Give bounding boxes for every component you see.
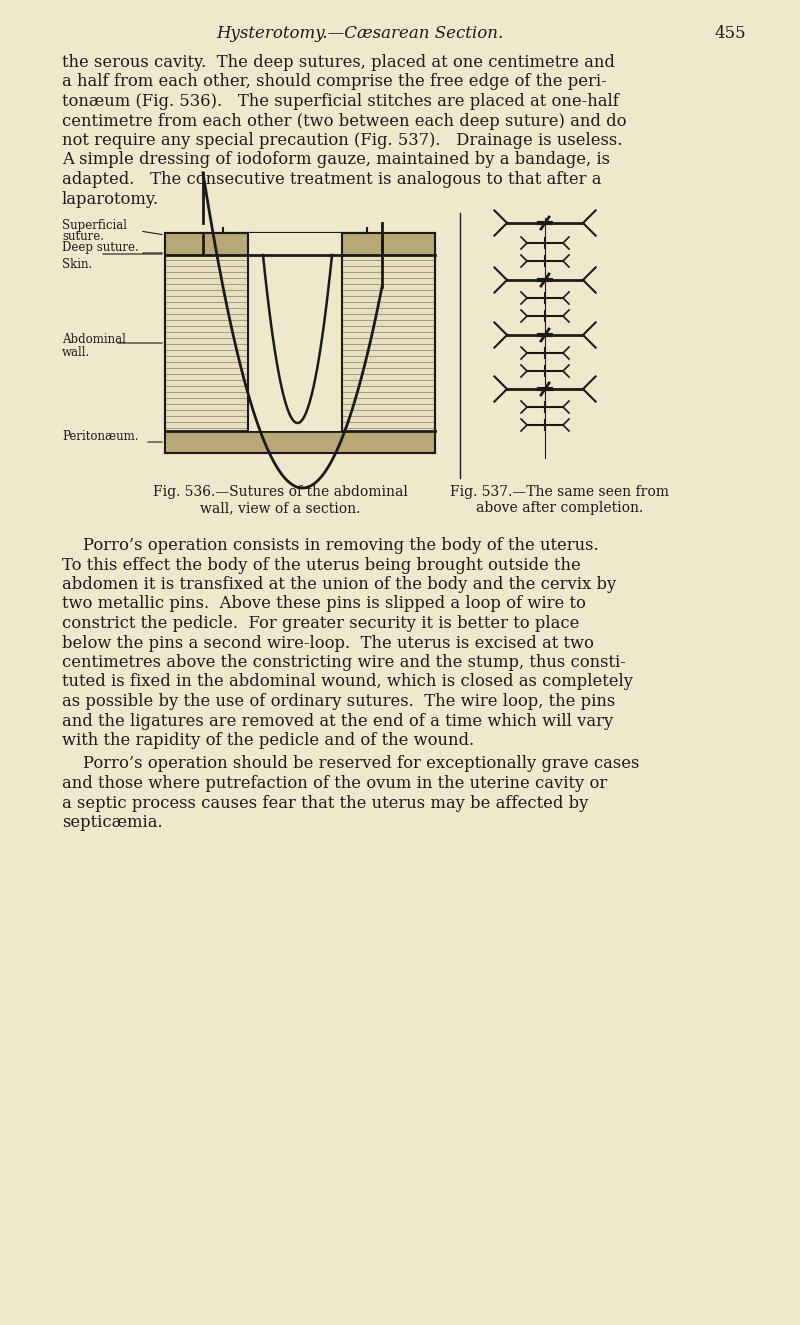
Text: Hysterotomy.—Cæsarean Section.: Hysterotomy.—Cæsarean Section. [216,25,504,42]
Text: below the pins a second wire-loop.  The uterus is excised at two: below the pins a second wire-loop. The u… [62,635,594,652]
Text: with the rapidity of the pedicle and of the wound.: with the rapidity of the pedicle and of … [62,731,474,749]
Text: a septic process causes fear that the uterus may be affected by: a septic process causes fear that the ut… [62,795,588,811]
Text: 455: 455 [714,25,746,42]
Text: Porro’s operation consists in removing the body of the uterus.: Porro’s operation consists in removing t… [62,537,598,554]
Text: Abdominal: Abdominal [62,333,126,346]
Text: tuted is fixed in the abdominal wound, which is closed as completely: tuted is fixed in the abdominal wound, w… [62,673,633,690]
Text: not require any special precaution (Fig. 537).   Drainage is useless.: not require any special precaution (Fig.… [62,132,622,148]
Text: and those where putrefaction of the ovum in the uterine cavity or: and those where putrefaction of the ovum… [62,775,607,792]
Text: tonæum (Fig. 536).   The superficial stitches are placed at one-half: tonæum (Fig. 536). The superficial stitc… [62,93,619,110]
Text: constrict the pedicle.  For greater security it is better to place: constrict the pedicle. For greater secur… [62,615,579,632]
Text: Peritonæum.: Peritonæum. [62,431,138,444]
Text: the serous cavity.  The deep sutures, placed at one centimetre and: the serous cavity. The deep sutures, pla… [62,54,615,72]
Text: Fig. 536.—Sutures of the abdominal
wall, view of a section.: Fig. 536.—Sutures of the abdominal wall,… [153,485,407,515]
Text: To this effect the body of the uterus being brought outside the: To this effect the body of the uterus be… [62,556,581,574]
Text: laparotomy.: laparotomy. [62,191,159,208]
Text: as possible by the use of ordinary sutures.  The wire loop, the pins: as possible by the use of ordinary sutur… [62,693,615,710]
Bar [165,431,435,453]
Text: a half from each other, should comprise the free edge of the peri-: a half from each other, should comprise … [62,73,606,90]
Text: two metallic pins.  Above these pins is slipped a loop of wire to: two metallic pins. Above these pins is s… [62,595,586,612]
Text: Porro’s operation should be reserved for exceptionally grave cases: Porro’s operation should be reserved for… [62,755,639,772]
Text: wall.: wall. [62,346,90,359]
Text: centimetres above the constricting wire and the stump, thus consti-: centimetres above the constricting wire … [62,655,626,670]
Text: Fig. 537.—The same seen from
above after completion.: Fig. 537.—The same seen from above after… [450,485,670,515]
Text: and the ligatures are removed at the end of a time which will vary: and the ligatures are removed at the end… [62,713,614,730]
Text: adapted.   The consecutive treatment is analogous to that after a: adapted. The consecutive treatment is an… [62,171,602,188]
Text: Skin.: Skin. [62,257,92,270]
Text: A simple dressing of iodoform gauze, maintained by a bandage, is: A simple dressing of iodoform gauze, mai… [62,151,610,168]
Text: centimetre from each other (two between each deep suture) and do: centimetre from each other (two between … [62,113,626,130]
Text: Deep suture.: Deep suture. [62,241,138,254]
Text: septicæmia.: septicæmia. [62,814,162,831]
Text: abdomen it is transfixed at the union of the body and the cervix by: abdomen it is transfixed at the union of… [62,576,616,594]
Text: Superficial: Superficial [62,219,127,232]
Text: suture.: suture. [62,231,104,242]
Bar [248,233,343,431]
Bar [165,233,435,453]
Bar [165,233,435,254]
